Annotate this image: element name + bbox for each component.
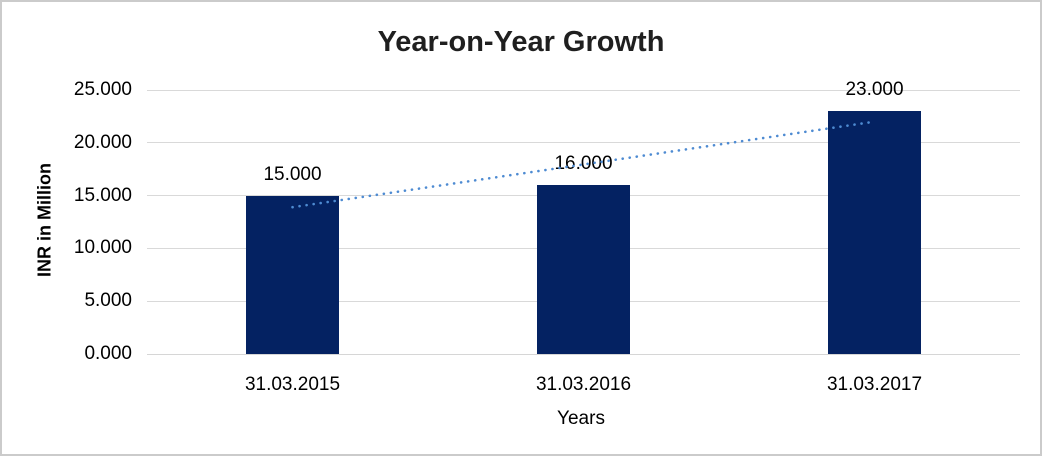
x-category-label: 31.03.2016 bbox=[535, 374, 632, 395]
x-category-label: 31.03.2015 bbox=[244, 374, 341, 395]
chart-title: Year-on-Year Growth bbox=[377, 26, 665, 58]
bar-value-label: 16.000 bbox=[554, 153, 613, 175]
bar bbox=[828, 111, 921, 354]
bar-value-label: 23.000 bbox=[845, 79, 904, 101]
y-axis-title: INR in Million bbox=[34, 163, 55, 277]
x-axis-title: Years bbox=[557, 408, 605, 429]
y-tick-label: 5.000 bbox=[84, 290, 132, 312]
y-tick-label: 20.000 bbox=[73, 131, 132, 153]
bar-value-label: 15.000 bbox=[263, 163, 322, 185]
gridline bbox=[147, 353, 1020, 355]
y-tick-label: 25.000 bbox=[73, 79, 132, 100]
y-tick-label: 10.000 bbox=[73, 237, 132, 259]
y-tick-label: 15.000 bbox=[73, 184, 132, 206]
x-category-label: 31.03.2017 bbox=[826, 374, 923, 395]
gridline bbox=[147, 89, 1020, 91]
bar bbox=[537, 185, 630, 354]
y-tick-label: 0.000 bbox=[84, 343, 132, 364]
bar bbox=[246, 195, 339, 354]
